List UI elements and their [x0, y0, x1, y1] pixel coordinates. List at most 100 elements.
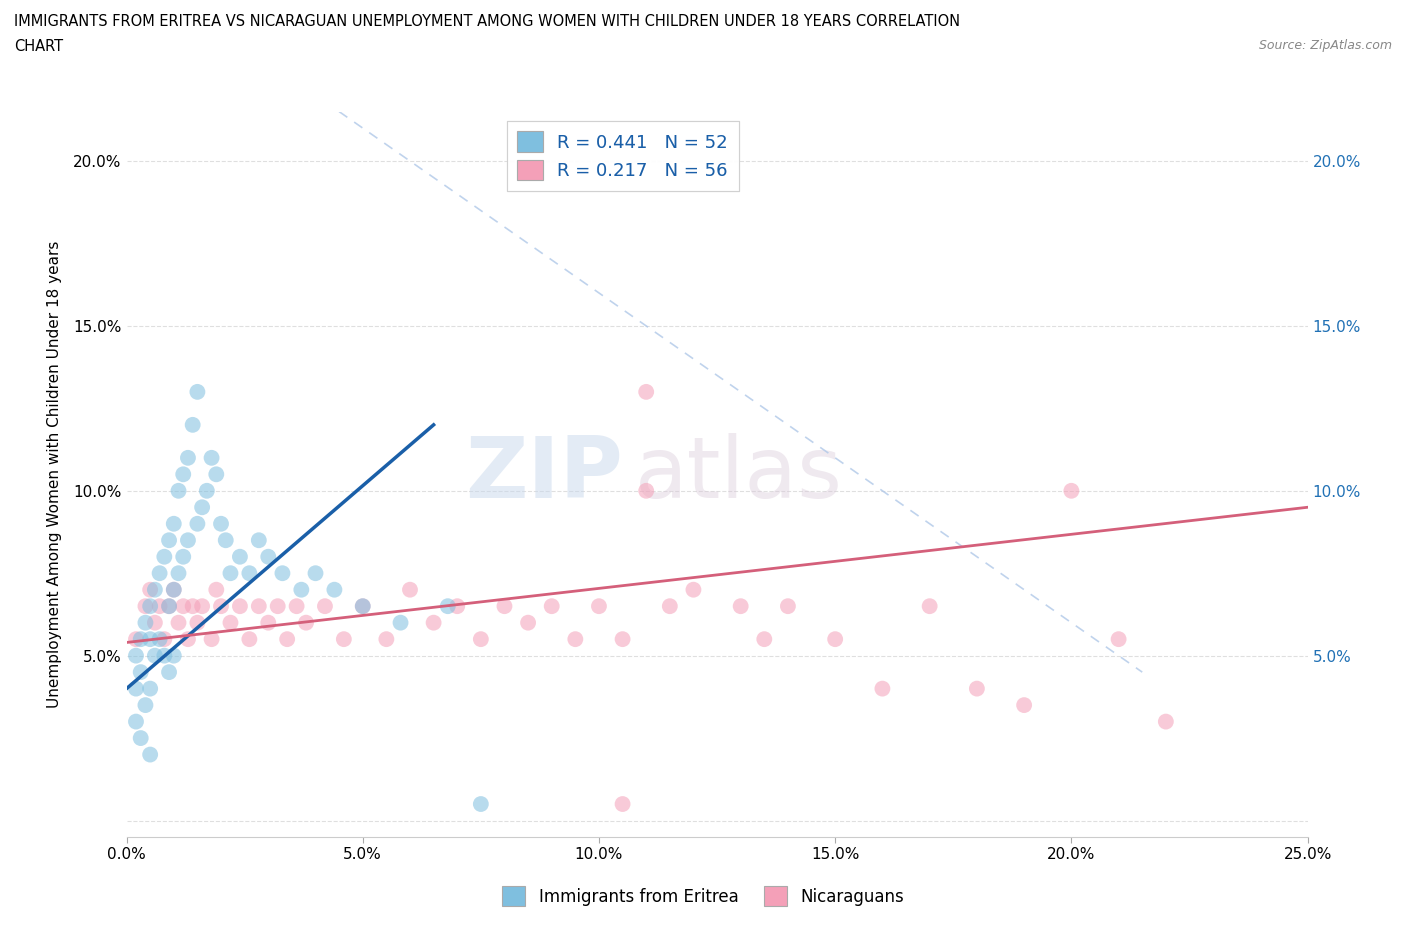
Point [966, 681, 988, 696]
Point [129, 731, 152, 746]
Point [517, 616, 540, 631]
Point [612, 797, 634, 812]
Point [257, 616, 280, 631]
Point [776, 599, 799, 614]
Point [186, 616, 208, 631]
Point [1108, 631, 1130, 646]
Point [125, 648, 148, 663]
Point [323, 582, 346, 597]
Point [172, 467, 194, 482]
Point [125, 681, 148, 696]
Point [540, 599, 562, 614]
Point [730, 599, 752, 614]
Point [257, 550, 280, 565]
Point [191, 599, 214, 614]
Point [163, 516, 186, 531]
Point [167, 616, 190, 631]
Point [399, 582, 422, 597]
Point [247, 533, 270, 548]
Point [352, 599, 374, 614]
Point [1012, 698, 1035, 712]
Text: atlas: atlas [634, 432, 842, 516]
Point [134, 698, 156, 712]
Point [134, 616, 156, 631]
Point [436, 599, 458, 614]
Text: Source: ZipAtlas.com: Source: ZipAtlas.com [1258, 39, 1392, 52]
Point [181, 599, 204, 614]
Point [612, 631, 634, 646]
Point [229, 599, 252, 614]
Point [352, 599, 374, 614]
Legend: R = 0.441   N = 52, R = 0.217   N = 56: R = 0.441 N = 52, R = 0.217 N = 56 [506, 121, 738, 192]
Point [177, 631, 200, 646]
Point [139, 681, 162, 696]
Point [271, 565, 294, 580]
Point [143, 582, 166, 597]
Point [215, 533, 238, 548]
Point [163, 582, 186, 597]
Point [872, 681, 894, 696]
Point [588, 599, 610, 614]
Point [1060, 484, 1083, 498]
Point [143, 616, 166, 631]
Point [658, 599, 681, 614]
Y-axis label: Unemployment Among Women with Children Under 18 years: Unemployment Among Women with Children U… [48, 241, 62, 708]
Point [177, 533, 200, 548]
Point [200, 450, 222, 465]
Point [134, 599, 156, 614]
Point [494, 599, 516, 614]
Point [163, 648, 186, 663]
Legend: Immigrants from Eritrea, Nicaraguans: Immigrants from Eritrea, Nicaraguans [495, 880, 911, 912]
Point [153, 631, 176, 646]
Point [167, 484, 190, 498]
Point [163, 582, 186, 597]
Point [422, 616, 444, 631]
Point [205, 582, 228, 597]
Point [682, 582, 704, 597]
Point [304, 565, 326, 580]
Point [564, 631, 586, 646]
Point [754, 631, 776, 646]
Point [636, 484, 658, 498]
Point [636, 384, 658, 399]
Point [209, 516, 232, 531]
Point [195, 484, 218, 498]
Point [139, 582, 162, 597]
Point [167, 565, 190, 580]
Point [375, 631, 398, 646]
Point [157, 599, 180, 614]
Point [143, 648, 166, 663]
Point [149, 599, 172, 614]
Point [157, 599, 180, 614]
Point [186, 384, 208, 399]
Point [129, 665, 152, 680]
Point [229, 550, 252, 565]
Point [389, 616, 412, 631]
Point [129, 631, 152, 646]
Text: CHART: CHART [14, 39, 63, 54]
Point [139, 599, 162, 614]
Point [219, 616, 242, 631]
Point [149, 565, 172, 580]
Point [1154, 714, 1177, 729]
Point [205, 467, 228, 482]
Point [446, 599, 468, 614]
Point [238, 631, 260, 646]
Point [267, 599, 290, 614]
Point [181, 418, 204, 432]
Point [276, 631, 298, 646]
Point [125, 714, 148, 729]
Point [824, 631, 846, 646]
Point [149, 631, 172, 646]
Point [219, 565, 242, 580]
Text: ZIP: ZIP [465, 432, 623, 516]
Point [209, 599, 232, 614]
Point [157, 665, 180, 680]
Point [285, 599, 308, 614]
Point [125, 631, 148, 646]
Point [172, 599, 194, 614]
Point [918, 599, 941, 614]
Point [153, 648, 176, 663]
Point [200, 631, 222, 646]
Text: IMMIGRANTS FROM ERITREA VS NICARAGUAN UNEMPLOYMENT AMONG WOMEN WITH CHILDREN UND: IMMIGRANTS FROM ERITREA VS NICARAGUAN UN… [14, 14, 960, 29]
